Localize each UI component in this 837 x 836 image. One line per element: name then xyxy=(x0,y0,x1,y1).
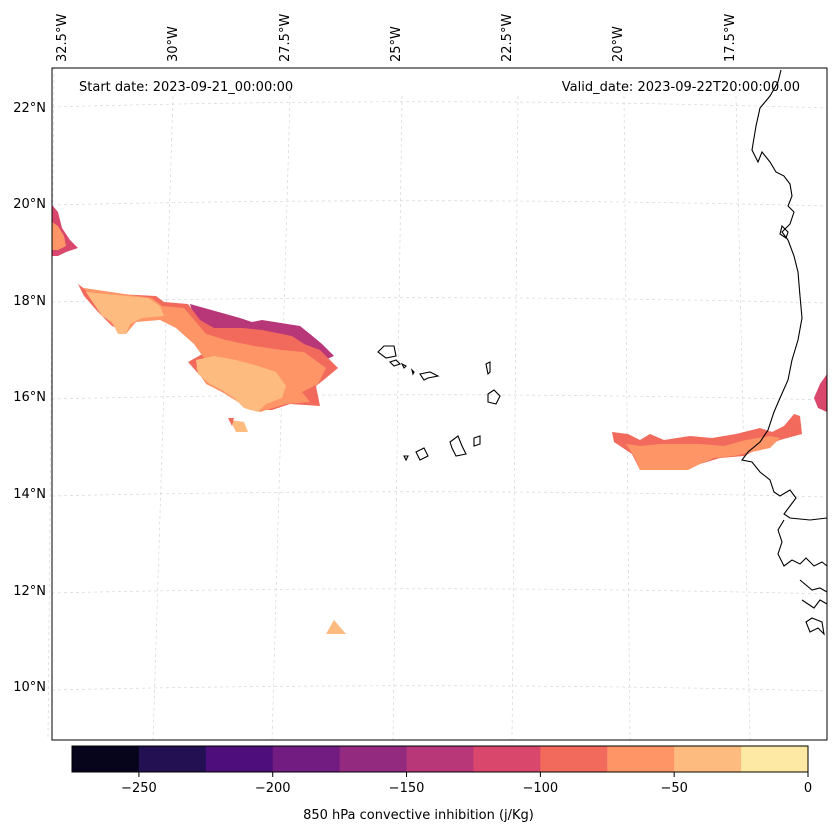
cin-patch-west-inner xyxy=(52,222,66,250)
lat-label-18n: 18°N xyxy=(13,294,46,309)
start-date-label: Start date: 2023-09-21_00:00:00 xyxy=(79,80,293,95)
colorbar: −250 −200 −150 −100 −50 0 xyxy=(71,745,812,796)
latitude-labels: 22°N 20°N 18°N 16°N 14°N 12°N 10°N xyxy=(13,101,46,695)
colorbar-swatch xyxy=(473,746,541,772)
cin-patch-small xyxy=(230,420,248,432)
colorbar-swatch xyxy=(138,746,207,772)
colorbar-swatch xyxy=(607,746,675,772)
cin-patch-east-orange xyxy=(626,436,780,470)
colorbar-swatch xyxy=(741,746,809,772)
valid-date-label: Valid_date: 2023-09-22T20:00:00.00 xyxy=(562,80,800,95)
colorbar-swatch xyxy=(272,746,341,772)
cin-contours xyxy=(52,205,827,634)
lon-label-25w: 25°W xyxy=(389,26,404,62)
island-santo-antao xyxy=(377,345,397,359)
colorbar-tick-label: −100 xyxy=(523,781,559,796)
colorbar-swatch xyxy=(72,746,140,772)
cin-patch-small-red xyxy=(228,418,234,426)
colorbar-tick-label: −200 xyxy=(255,781,291,796)
lat-label-20n: 20°N xyxy=(13,197,46,212)
lon-label-17-5w: 17.5°W xyxy=(723,14,738,62)
colorbar-tick-label: −250 xyxy=(121,781,157,796)
colorbar-tick-label: −50 xyxy=(660,781,687,796)
colorbar-swatch xyxy=(674,746,742,772)
lon-label-32-5w: 32.5°W xyxy=(55,14,70,62)
island-sao-vicente xyxy=(388,359,402,367)
graticule xyxy=(47,67,828,741)
colorbar-swatch xyxy=(540,746,608,772)
colorbar-swatch xyxy=(406,746,474,772)
lat-label-16n: 16°N xyxy=(13,390,46,405)
island-maio xyxy=(473,435,481,447)
island-boa-vista xyxy=(487,389,501,405)
lon-label-30w: 30°W xyxy=(166,26,181,62)
colorbar-frame xyxy=(71,745,809,773)
cin-patch-coast-east xyxy=(814,374,827,412)
lat-label-12n: 12°N xyxy=(13,584,46,599)
lat-label-10n: 10°N xyxy=(13,680,46,695)
cin-patch-nw-light xyxy=(86,292,164,334)
colorbar-swatch xyxy=(205,746,274,772)
coastlines xyxy=(377,69,828,636)
island-sal xyxy=(485,361,491,376)
lon-label-27-5w: 27.5°W xyxy=(278,14,293,62)
lon-label-22-5w: 22.5°W xyxy=(500,14,515,62)
colorbar-label: 850 hPa convective inhibition (j/Kg) xyxy=(303,808,534,823)
lat-label-14n: 14°N xyxy=(13,487,46,502)
colorbar-swatch xyxy=(339,746,408,772)
island-sao-nicolau xyxy=(419,371,440,381)
longitude-labels: 32.5°W 30°W 27.5°W 25°W 22.5°W 20°W 17.5… xyxy=(55,14,738,62)
cin-patch-nw-light-2 xyxy=(196,356,286,412)
africa-coastline xyxy=(741,69,828,521)
lat-label-22n: 22°N xyxy=(13,101,46,116)
island-santiago xyxy=(449,435,467,457)
colorbar-tick-label: −150 xyxy=(389,781,425,796)
cin-patch-south xyxy=(326,620,346,634)
island-fogo xyxy=(415,447,429,461)
lon-label-20w: 20°W xyxy=(611,26,626,62)
map-frame xyxy=(51,67,828,741)
island-brava xyxy=(403,455,409,462)
colorbar-tick-label: 0 xyxy=(804,781,812,796)
